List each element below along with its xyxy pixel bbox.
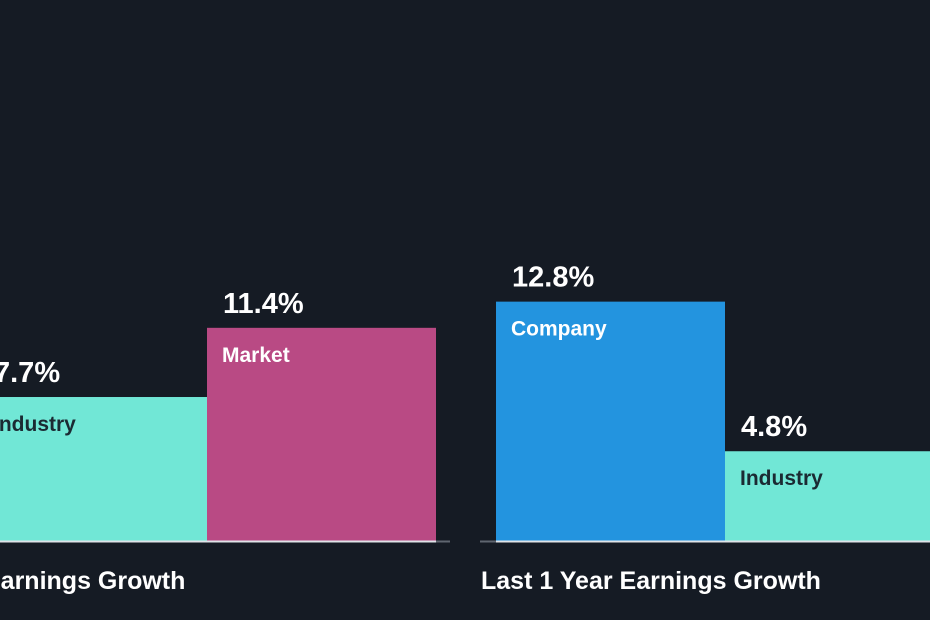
category-label-company: Company [511, 318, 607, 341]
value-label-market: 11.4% [223, 288, 304, 320]
value-label-industry: 7.7% [0, 357, 60, 389]
bar-market [207, 327, 436, 541]
bar-industry [0, 397, 207, 541]
category-label-industry: Industry [740, 467, 823, 490]
value-label-industry: 4.8% [741, 411, 807, 443]
chart-title: Earnings Growth [0, 567, 185, 595]
category-label-industry: Industry [0, 413, 76, 436]
bar-company [496, 301, 725, 541]
value-label-company: 12.8% [512, 262, 594, 294]
bar-industry [725, 451, 930, 541]
category-label-market: Market [222, 344, 290, 367]
chart-title: Last 1 Year Earnings Growth [481, 567, 821, 595]
